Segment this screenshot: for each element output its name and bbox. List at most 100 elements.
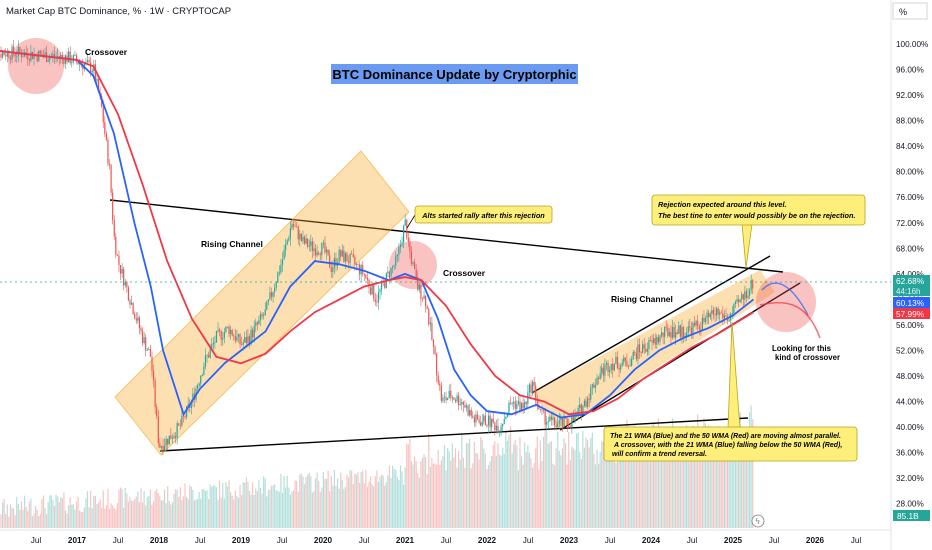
volume-bar	[274, 484, 276, 528]
volume-bar	[365, 470, 367, 528]
channel-upper-line	[531, 255, 771, 394]
volume-bar	[330, 475, 332, 528]
candle-body	[179, 425, 181, 426]
volume-bar	[654, 431, 656, 528]
candle-body	[310, 241, 312, 246]
volume-bar	[126, 493, 128, 528]
volume-bar	[673, 427, 675, 528]
volume-bar	[519, 436, 521, 528]
volume-bar	[68, 505, 70, 528]
volume-bar	[132, 500, 134, 528]
volume-bar	[13, 508, 15, 528]
volume-bar	[582, 430, 584, 528]
candle-body	[253, 326, 255, 338]
volume-bar	[272, 485, 274, 528]
wma-callout-pointer	[727, 321, 741, 429]
volume-bar	[162, 500, 164, 528]
volume-bar	[693, 440, 696, 528]
volume-bar	[525, 452, 527, 528]
candle-body	[250, 329, 252, 344]
volume-bar	[237, 497, 240, 528]
volume-bar	[533, 463, 535, 528]
volume-bar	[189, 485, 191, 528]
price-label-badge	[893, 275, 930, 286]
wma-callout-line1: The 21 WMA (Blue) and the 50 WMA (Red) a…	[610, 433, 841, 440]
volume-bar	[470, 468, 472, 528]
candle-body	[643, 344, 645, 349]
candle-body	[14, 53, 16, 57]
volume-bar	[374, 476, 376, 528]
volume-bar	[734, 416, 737, 528]
candle-body	[325, 249, 328, 253]
volume-bar	[0, 514, 2, 528]
candle-body	[6, 51, 8, 57]
candle-body	[503, 418, 505, 424]
volume-bar	[347, 477, 350, 528]
candle-body	[278, 272, 280, 274]
candle-body	[217, 329, 219, 331]
candle-body	[420, 284, 422, 299]
scale-badge[interactable]	[892, 2, 928, 20]
volume-bar	[443, 444, 446, 528]
volume-bar	[170, 504, 172, 528]
candle-body	[105, 133, 107, 140]
volume-bar	[149, 489, 152, 528]
candle-body	[163, 445, 166, 451]
candle-body	[728, 320, 730, 322]
candle-body	[60, 55, 62, 58]
candle-body	[363, 273, 365, 275]
volume-bar	[165, 503, 167, 528]
candle-body	[263, 315, 265, 317]
volume-bar	[686, 424, 688, 528]
price-axis[interactable]: 100.00% 96.00% 92.00% 88.00% 84.00% 80.00% 76.…	[896, 40, 928, 509]
candle-body	[613, 363, 615, 371]
volume-bar	[211, 487, 213, 528]
candle-body	[725, 315, 727, 317]
volume-bar	[245, 477, 247, 528]
volume-bar	[127, 501, 130, 528]
volume-bar	[610, 452, 612, 528]
candle-body	[214, 342, 216, 344]
volume-bar	[299, 474, 301, 528]
candle-body	[634, 352, 636, 354]
volume-bar	[577, 432, 579, 528]
candle-body	[583, 400, 586, 406]
candle-body	[747, 295, 749, 298]
volume-bar	[38, 516, 40, 528]
volume-bar	[509, 426, 512, 528]
candle-body	[571, 417, 573, 428]
candle-body	[406, 219, 408, 238]
candle-body	[211, 344, 213, 349]
candle-body	[104, 122, 106, 134]
candle-body	[244, 336, 246, 343]
candle-body	[118, 255, 120, 266]
volume-bar	[423, 454, 425, 528]
volume-bar	[171, 502, 174, 528]
candle-body	[456, 395, 458, 402]
time-axis[interactable]: Jul 2017 Jul 2018 Jul 2019 Jul 2020 Jul 2021 Jul 20…	[31, 536, 862, 545]
x-tick-label: 2023	[560, 536, 579, 545]
volume-bar	[231, 495, 233, 528]
candle-body	[454, 399, 457, 402]
volume-bar	[349, 469, 351, 528]
candle-body	[476, 414, 479, 420]
volume-bar	[747, 442, 749, 528]
candle-body	[49, 56, 51, 61]
candle-body	[176, 423, 178, 438]
candle-body	[305, 238, 307, 244]
volume-bar	[506, 440, 508, 528]
volume-bar	[676, 433, 678, 528]
x-tick-label: Jul	[113, 536, 124, 545]
candle-body	[366, 277, 369, 280]
candle-body	[314, 248, 317, 256]
alts-callout-text: Alts started rally after this rejection	[421, 211, 545, 220]
candle-body	[741, 294, 743, 300]
candle-body	[75, 55, 78, 62]
candle-body	[675, 332, 677, 338]
lightning-icon[interactable]	[751, 514, 765, 528]
x-tick-label: 2022	[478, 536, 497, 545]
candle-body	[748, 290, 751, 296]
volume-bar	[313, 491, 315, 528]
candle-body	[541, 409, 543, 411]
